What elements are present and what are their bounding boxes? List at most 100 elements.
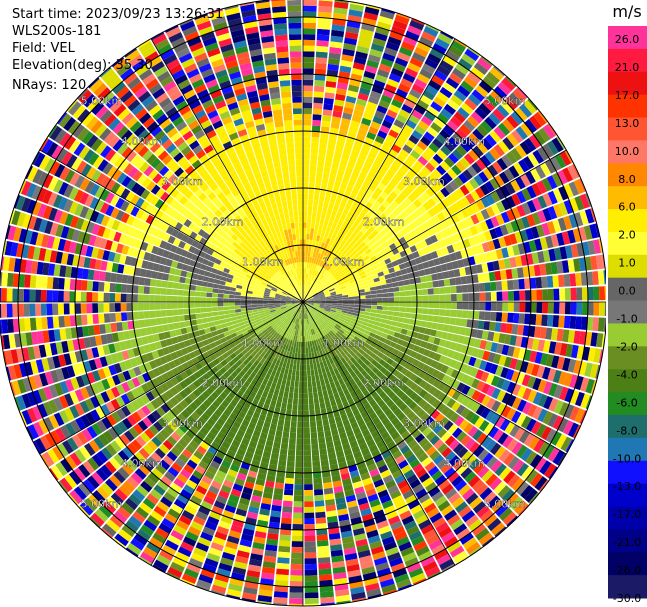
velocity-gate (250, 416, 259, 425)
velocity-gate (257, 297, 264, 300)
velocity-gate (264, 416, 273, 424)
velocity-gate (234, 302, 241, 306)
velocity-gate (21, 393, 32, 409)
velocity-gate (300, 307, 303, 314)
velocity-gate (313, 328, 317, 334)
velocity-gate (306, 306, 310, 312)
velocity-gate (475, 84, 489, 98)
velocity-gate (563, 273, 571, 287)
velocity-gate (404, 261, 412, 268)
velocity-gate (459, 157, 471, 169)
velocity-gate (296, 329, 299, 336)
velocity-gate (73, 467, 86, 482)
velocity-gate (424, 58, 439, 70)
velocity-gate (236, 315, 243, 320)
velocity-gate (310, 369, 315, 376)
velocity-gate (319, 303, 326, 306)
velocity-gate (445, 451, 457, 463)
velocity-gate (561, 260, 570, 274)
velocity-gate (396, 153, 406, 164)
velocity-gate (64, 455, 78, 470)
velocity-gate (310, 288, 315, 294)
velocity-gate (231, 378, 239, 387)
velocity-gate (397, 479, 409, 490)
velocity-gate (522, 325, 530, 337)
velocity-gate (111, 374, 121, 386)
velocity-gate (559, 386, 569, 401)
velocity-gate (307, 286, 310, 292)
velocity-gate (392, 377, 401, 386)
velocity-gate (92, 281, 99, 292)
velocity-gate (143, 476, 156, 489)
velocity-gate (470, 190, 481, 202)
velocity-gate (359, 327, 366, 333)
velocity-gate (382, 474, 394, 484)
velocity-gate (303, 438, 311, 445)
velocity-gate (236, 352, 244, 360)
velocity-gate (373, 454, 384, 463)
velocity-gate (326, 265, 332, 271)
velocity-gate (303, 210, 308, 217)
velocity-gate (227, 367, 235, 375)
velocity-gate (414, 277, 422, 284)
velocity-gate (265, 332, 271, 339)
velocity-gate (375, 26, 390, 36)
velocity-gate (385, 278, 393, 284)
velocity-gate (337, 299, 343, 302)
velocity-gate (209, 326, 217, 332)
velocity-gate (243, 342, 250, 349)
velocity-gate (260, 316, 267, 321)
velocity-gate (57, 290, 64, 302)
velocity-gate (308, 193, 314, 200)
velocity-gate (545, 428, 557, 443)
velocity-gate (323, 103, 334, 111)
velocity-gate (480, 509, 494, 523)
velocity-gate (453, 268, 461, 277)
velocity-gate (315, 380, 321, 387)
velocity-gate (449, 545, 465, 558)
velocity-gate (305, 273, 308, 280)
velocity-gate (353, 109, 364, 118)
velocity-gate (231, 345, 239, 353)
velocity-gate (136, 374, 146, 385)
velocity-gate (402, 340, 410, 348)
velocity-gate (538, 441, 550, 456)
velocity-gate (467, 71, 481, 84)
velocity-gate (495, 201, 506, 213)
velocity-gate (535, 276, 542, 289)
velocity-gate (228, 298, 235, 302)
velocity-gate (573, 258, 581, 272)
velocity-gate (353, 235, 360, 243)
velocity-gate (311, 291, 317, 296)
velocity-gate (406, 330, 414, 337)
velocity-gate (304, 592, 319, 599)
velocity-gate (537, 251, 545, 264)
velocity-gate (353, 228, 360, 236)
velocity-gate (502, 136, 515, 150)
velocity-gate (271, 312, 277, 316)
velocity-gate (50, 464, 64, 480)
velocity-gate (521, 202, 532, 215)
velocity-gate (346, 286, 353, 290)
velocity-gate (313, 194, 320, 201)
velocity-gate (156, 406, 166, 417)
velocity-gate (320, 183, 328, 191)
velocity-gate (294, 329, 298, 336)
velocity-gate (346, 210, 354, 218)
velocity-gate (467, 236, 477, 247)
velocity-gate (474, 223, 484, 234)
velocity-gate (443, 237, 452, 246)
velocity-gate (482, 98, 496, 112)
velocity-gate (334, 445, 343, 453)
velocity-gate (451, 242, 460, 252)
velocity-gate (441, 483, 454, 495)
velocity-gate (303, 324, 305, 331)
velocity-gate (489, 147, 501, 161)
velocity-gate (53, 412, 65, 427)
velocity-gate (378, 149, 388, 159)
velocity-gate (501, 344, 510, 356)
velocity-gate (513, 302, 520, 313)
velocity-gate (250, 333, 257, 339)
velocity-gate (407, 356, 415, 365)
velocity-gate (363, 453, 373, 462)
